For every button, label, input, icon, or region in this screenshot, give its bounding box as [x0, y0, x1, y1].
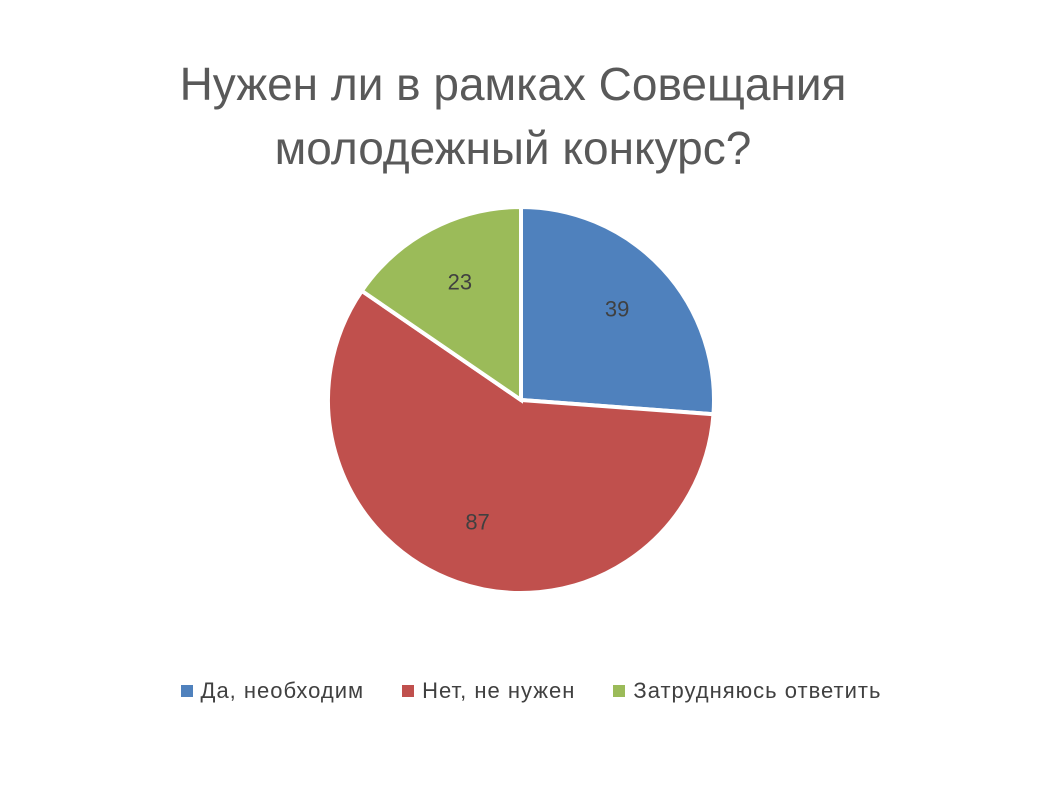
pie-slice — [326, 288, 716, 595]
legend-item: Нет, не нужен — [402, 678, 575, 704]
legend-item: Затрудняюсь ответить — [613, 678, 881, 704]
legend-label: Затрудняюсь ответить — [633, 678, 882, 703]
data-label: 39 — [605, 296, 629, 321]
pie-slice — [359, 204, 523, 404]
legend-label: Нет, не нужен — [422, 678, 576, 703]
pie-slice — [519, 204, 716, 417]
legend-item: Да, необходим — [180, 678, 365, 704]
data-label: 87 — [465, 510, 489, 535]
legend: Да, необходим Нет, не нужен Затрудняюсь от… — [0, 678, 1062, 704]
chart-title: Нужен ли в рамках Совещания молодежный к… — [179, 58, 847, 174]
legend-label: Да, необходим — [200, 678, 365, 703]
legend-swatch — [180, 685, 193, 697]
legend-swatch — [613, 685, 626, 697]
data-label: 23 — [448, 270, 472, 295]
legend-swatch — [402, 685, 415, 697]
